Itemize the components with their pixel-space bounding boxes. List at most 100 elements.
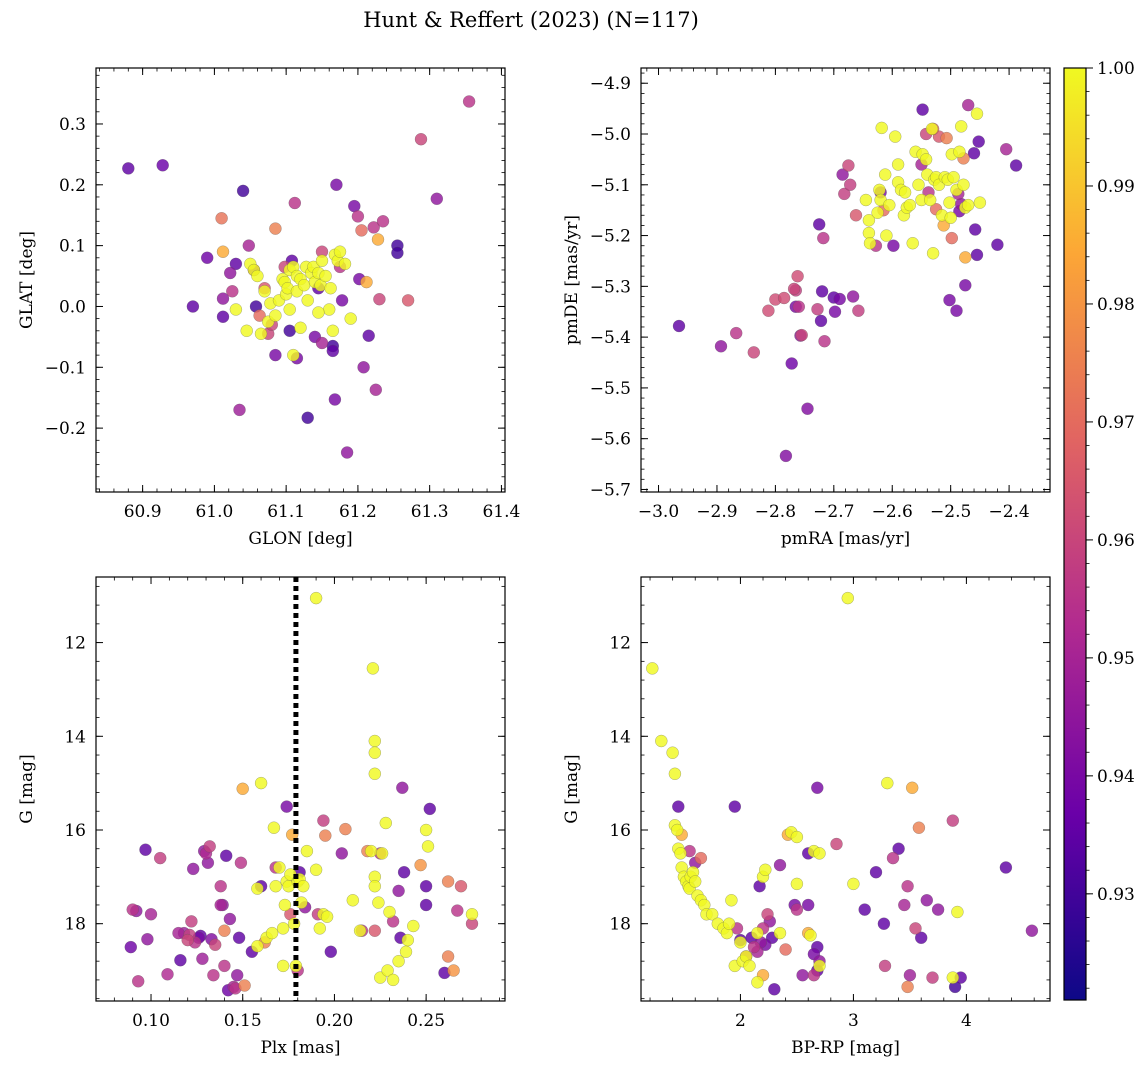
data-point [216,310,230,324]
panel-2: −3.0 −2.9 −2.8 −2.7 −2.6 −2.5 −2.4 −5.7 −5.6 −5.5… [562,67,1051,549]
data-point [953,145,966,159]
data-point [795,328,808,342]
data-point [324,281,337,295]
data-point [972,135,985,148]
data-point [751,926,764,940]
data-point [373,292,386,306]
data-point [238,979,251,992]
data-point [269,309,282,322]
y-tick-label: −5.4 [590,328,631,348]
data-point [447,964,460,977]
data-point [346,894,360,907]
y-tick-label: 16 [609,821,631,841]
data-point [328,393,342,406]
data-point [785,357,798,370]
data-point [430,192,444,206]
data-point [251,882,264,895]
data-point [280,800,293,813]
data-point [335,847,349,860]
data-point [863,236,877,250]
data-point [888,130,902,143]
data-point [258,285,271,298]
data-point [813,847,826,860]
data-point [312,306,325,319]
y-axis-label: G [mag] [562,754,582,823]
data-point [360,275,373,289]
data-point [319,829,332,842]
data-point [811,781,824,795]
y-tick-label: −4.9 [590,74,631,94]
data-point [339,822,352,836]
data-point [223,912,237,926]
y-tick-label: 18 [64,915,86,935]
data-point [1009,159,1023,172]
y-tick-label: −5.7 [590,480,631,500]
data-point [847,877,860,891]
data-point [815,285,829,298]
data-point [849,209,863,222]
data-point [747,940,761,954]
data-point [646,662,659,675]
data-point [309,863,323,877]
data-point [926,247,940,260]
data-point [174,953,187,967]
scatter-points [646,591,1039,996]
data-point [368,734,382,748]
data-point [273,861,286,874]
data-point [877,917,891,930]
data-point [814,314,828,328]
x-tick-label: 60.9 [124,502,162,522]
data-point [901,980,914,994]
data-point [838,187,851,201]
data-point [207,968,220,982]
y-tick-label: 18 [609,915,631,935]
data-point [714,340,728,353]
panel-3: 0.10 0.15 0.20 0.25 12 14 16 18 Plx [mas] G [mag] [17,576,506,1058]
data-point [366,662,380,675]
data-point [791,269,804,283]
data-point [773,926,787,940]
data-point [381,964,394,977]
data-point [251,269,264,283]
data-point [454,879,468,893]
data-point [668,767,682,781]
data-point [761,908,774,921]
data-point [961,198,975,212]
data-point [833,292,846,306]
data-point [670,823,684,837]
data-point [722,917,736,930]
data-point [1025,924,1039,937]
data-point [790,903,804,916]
data-point [830,837,843,851]
data-point [186,300,200,313]
data-point [880,229,893,242]
data-point [344,312,357,325]
data-point [414,858,427,872]
data-point [887,239,900,252]
data-point [441,875,455,888]
data-point [926,971,939,984]
data-point [906,236,919,250]
data-point [368,746,382,759]
y-tick-label: 0.2 [59,176,86,196]
y-tick-label: −0.2 [45,419,86,439]
data-point [234,856,248,870]
data-point [916,103,929,116]
x-tick-label: −2.9 [696,502,737,522]
data-point [946,814,960,827]
figure-title: Hunt & Reffert (2023) (N=117) [363,8,699,32]
data-point [326,344,340,358]
data-point [254,776,268,790]
data-point [269,879,282,893]
data-point [315,254,329,268]
data-point [801,898,815,912]
data-point [216,292,230,305]
data-point [725,894,738,907]
data-point [898,898,911,912]
data-point [372,896,385,909]
x-tick-label: 61.1 [267,502,305,522]
data-point [351,210,365,223]
colorbar-ticks: 0.93 0.94 0.95 0.96 0.97 0.98 0.99 1.00 [1086,59,1135,989]
data-point [465,908,479,921]
data-point [391,246,404,260]
